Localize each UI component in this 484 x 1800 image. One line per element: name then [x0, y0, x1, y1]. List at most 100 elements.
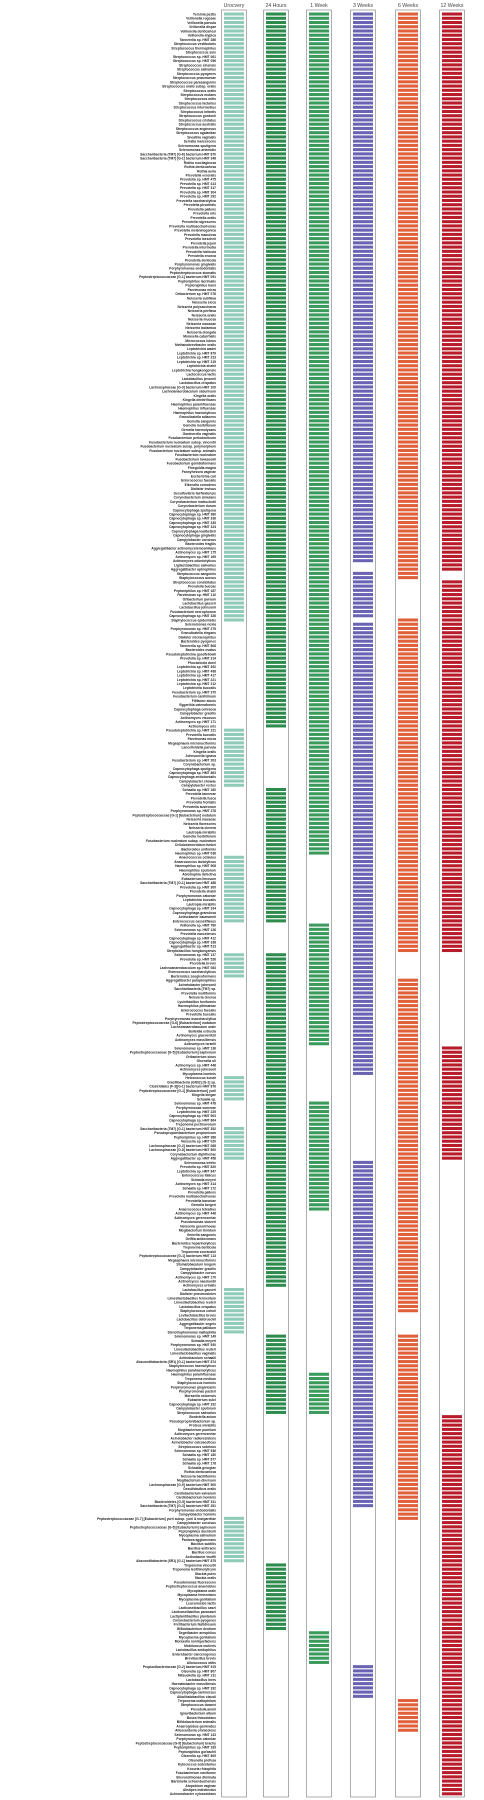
presence-cell	[442, 46, 462, 50]
presence-cell	[398, 1465, 418, 1470]
row-label: Streptococcus lactarius	[179, 101, 217, 105]
presence-cell	[398, 313, 418, 317]
presence-cell	[398, 1118, 418, 1122]
presence-cell	[442, 393, 462, 397]
presence-cell	[266, 143, 286, 147]
row-label: Prevotella oris	[193, 212, 216, 216]
row-label: Peptostreptococcaceae [G-1] bacterium HM…	[139, 1254, 216, 1258]
presence-cell	[398, 33, 418, 37]
presence-cell	[442, 800, 462, 804]
presence-cell	[266, 317, 286, 321]
presence-cell	[309, 1182, 329, 1186]
presence-cell	[353, 1190, 373, 1194]
presence-cell	[442, 694, 462, 698]
presence-cell	[353, 1465, 373, 1470]
presence-cell	[266, 1008, 286, 1012]
row-label: Methanobrevibacter oralis	[175, 343, 216, 347]
presence-cell	[353, 203, 373, 207]
presence-cell	[309, 1381, 329, 1385]
presence-cell	[353, 970, 373, 974]
presence-cell	[353, 241, 373, 245]
presence-cell	[442, 109, 462, 114]
presence-cell	[442, 745, 462, 749]
presence-cell	[266, 126, 286, 130]
presence-cell	[353, 991, 373, 995]
presence-cell	[398, 1711, 418, 1715]
presence-cell	[442, 1474, 462, 1478]
presence-cell	[266, 1025, 286, 1029]
presence-cell	[353, 1321, 373, 1325]
presence-cell	[353, 487, 373, 491]
presence-cell	[266, 800, 286, 804]
presence-cell	[309, 843, 329, 847]
presence-cell	[353, 309, 373, 313]
row-label: Lactobacillus jensenii	[182, 377, 216, 381]
presence-cell	[398, 1126, 418, 1131]
row-label: Cardiobacterium valvarum	[174, 1491, 216, 1495]
presence-cell	[353, 843, 373, 847]
presence-cell	[309, 436, 329, 440]
presence-cell	[224, 868, 244, 872]
presence-cell	[442, 711, 462, 715]
presence-cell	[398, 927, 418, 931]
row-label: Neisseria sp. HMT 020	[181, 1140, 216, 1144]
presence-cell	[442, 821, 462, 825]
presence-cell	[398, 1114, 418, 1118]
presence-cell	[398, 338, 418, 342]
presence-cell	[398, 631, 418, 635]
presence-cell	[224, 758, 244, 762]
row-label: Streptococcus infantis	[180, 110, 216, 114]
presence-cell	[309, 50, 329, 54]
presence-cell	[442, 537, 462, 542]
presence-cell	[224, 910, 244, 914]
presence-cell	[224, 126, 244, 130]
presence-cell	[442, 406, 462, 410]
presence-cell	[353, 537, 373, 542]
presence-cell	[398, 669, 418, 673]
presence-cell	[224, 1521, 244, 1525]
row-label: Neisseria cinerea	[189, 996, 216, 1000]
presence-cell	[442, 304, 462, 308]
presence-cell	[442, 804, 462, 808]
presence-cell	[266, 915, 286, 919]
row-label: Desulfovibrio fairfieldensis	[174, 491, 216, 495]
presence-cell	[398, 698, 418, 703]
presence-cell	[224, 550, 244, 554]
presence-cell	[309, 728, 329, 732]
row-label: Actinobaculum schaalii	[179, 1356, 216, 1360]
presence-cell	[398, 1474, 418, 1478]
presence-cell	[224, 46, 244, 50]
row-label: Kingella oralis	[193, 394, 216, 398]
presence-cell	[353, 482, 373, 486]
presence-cell	[398, 1156, 418, 1160]
presence-cell	[353, 1410, 373, 1414]
presence-cell	[353, 1021, 373, 1025]
presence-cell	[353, 1283, 373, 1287]
row-label: Porphyromonas somerae	[176, 1106, 216, 1110]
presence-cell	[442, 241, 462, 245]
presence-cell	[266, 1169, 286, 1173]
presence-cell	[398, 1228, 418, 1232]
column-frame	[350, 9, 376, 1798]
presence-cell	[224, 71, 244, 75]
presence-cell	[266, 122, 286, 126]
row-label: Neisseria perflava	[188, 309, 216, 313]
presence-cell	[398, 1381, 418, 1385]
presence-cell	[442, 1449, 462, 1453]
row-label: Leptotrichia buccalis	[183, 898, 216, 902]
presence-cell	[398, 359, 418, 364]
presence-cell	[442, 444, 462, 448]
presence-cell	[266, 838, 286, 842]
presence-cell	[353, 440, 373, 444]
presence-cell	[353, 1266, 373, 1270]
presence-cell	[442, 1067, 462, 1071]
presence-cell	[442, 1050, 462, 1054]
presence-cell	[309, 313, 329, 317]
presence-cell	[442, 1465, 462, 1470]
row-label: Prevotella pallens	[188, 207, 216, 211]
presence-cell	[224, 499, 244, 503]
presence-cell	[353, 754, 373, 758]
presence-cell	[266, 50, 286, 54]
presence-cell	[353, 1482, 373, 1486]
row-label: Leptotrichia sp. HMT 225	[177, 1110, 216, 1114]
